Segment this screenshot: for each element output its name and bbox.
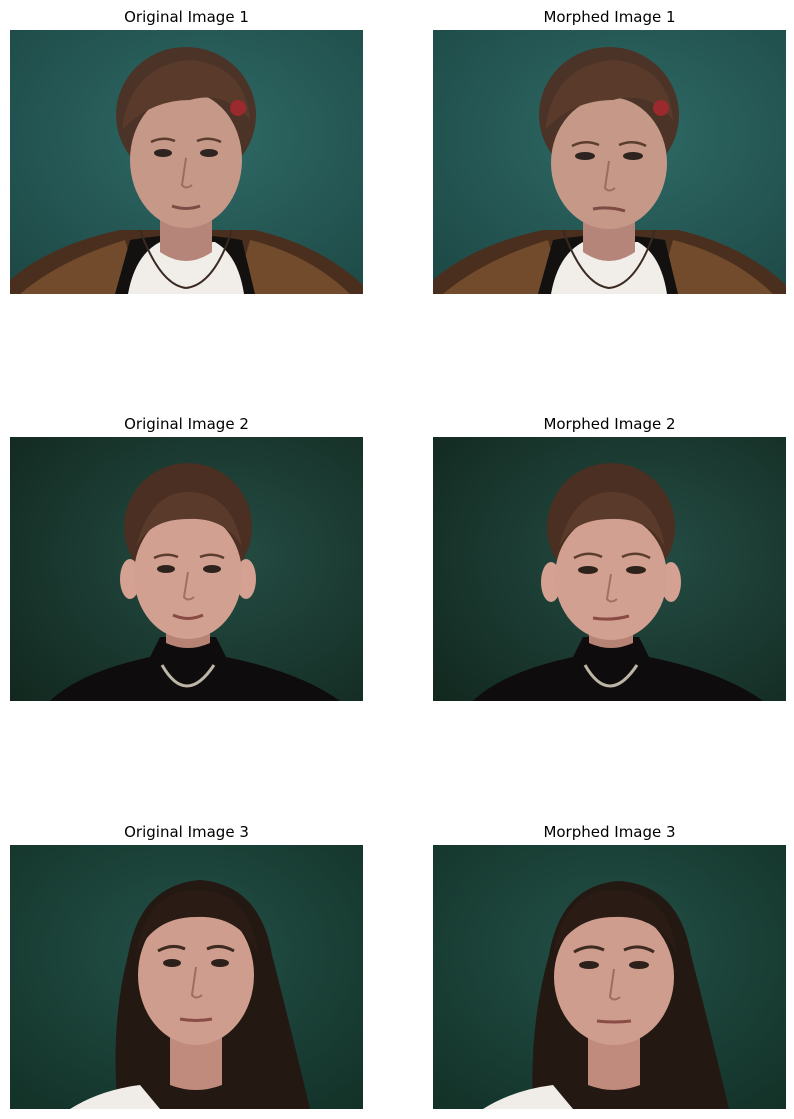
panel-title: Morphed Image 1	[543, 8, 676, 26]
face-photo-morphed-1	[433, 30, 786, 294]
panel-title: Original Image 2	[124, 415, 249, 433]
face-photo-morphed-3	[433, 845, 786, 1109]
panel-title: Original Image 3	[124, 823, 249, 841]
panel-title: Original Image 1	[124, 8, 249, 26]
face-photo-original-1	[10, 30, 363, 294]
panel-title: Morphed Image 3	[543, 823, 676, 841]
face-photo-original-2	[10, 437, 363, 701]
face-photo-original-3	[10, 845, 363, 1109]
face-photo-morphed-2	[433, 437, 786, 701]
panel-title: Morphed Image 2	[543, 415, 676, 433]
